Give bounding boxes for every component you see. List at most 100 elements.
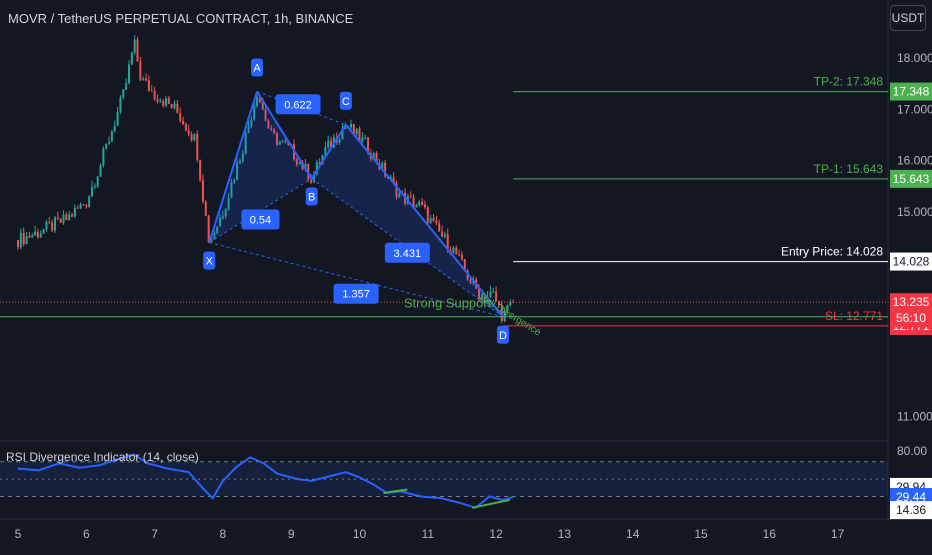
candle-body xyxy=(460,254,463,260)
candle-body xyxy=(227,197,230,210)
candle-body xyxy=(236,162,239,180)
candle-body xyxy=(318,162,321,165)
current-price-badge-bg xyxy=(890,293,932,328)
candle-body xyxy=(213,233,216,240)
x-tick-label-5: 10 xyxy=(353,527,367,541)
candle-body xyxy=(216,226,219,234)
candle-body xyxy=(310,179,313,183)
candle-body xyxy=(48,221,51,223)
candle-body xyxy=(284,140,287,143)
x-tick-label-8: 13 xyxy=(558,527,572,541)
candle-body xyxy=(22,232,25,245)
candle-body xyxy=(500,305,503,322)
candle-body xyxy=(207,215,210,242)
candle-body xyxy=(147,80,150,91)
candle-body xyxy=(344,126,347,130)
x-tick-label-4: 9 xyxy=(288,527,295,541)
candle-body xyxy=(395,182,398,198)
candle-body xyxy=(409,195,412,197)
candle-body xyxy=(127,64,130,84)
x-tick-label-9: 14 xyxy=(626,527,640,541)
rsi-indicator-title[interactable]: RSI Divergence Indicator (14, close) xyxy=(6,450,199,464)
candle-body xyxy=(423,204,426,208)
candle-body xyxy=(116,111,119,126)
candle-body xyxy=(361,137,364,142)
candle-body xyxy=(71,214,74,217)
candle-body xyxy=(503,311,506,322)
candle-body xyxy=(85,205,88,207)
candle-body xyxy=(446,234,449,251)
candle-body xyxy=(88,196,91,207)
pattern-ratio-line-AC xyxy=(256,91,347,126)
candle-body xyxy=(53,217,56,231)
x-tick-label-1: 6 xyxy=(83,527,90,541)
currency-selector-button[interactable]: USDT xyxy=(890,5,926,31)
candle-body xyxy=(156,99,159,102)
entry-badge: 14.028 xyxy=(893,255,930,269)
candle-body xyxy=(267,120,270,129)
candle-body xyxy=(244,132,247,154)
candle-body xyxy=(438,223,441,232)
candle-body xyxy=(455,247,458,255)
candle-body xyxy=(429,217,432,223)
candle-body xyxy=(341,129,344,140)
candle-body xyxy=(364,137,367,139)
candle-body xyxy=(355,128,358,135)
candle-body xyxy=(372,153,375,160)
candle-body xyxy=(506,305,509,312)
candle-body xyxy=(113,125,116,132)
candle-body xyxy=(281,140,284,142)
candle-body xyxy=(270,128,273,130)
y-tick-label-0: 18.000 xyxy=(897,51,932,65)
candle-body xyxy=(162,101,165,106)
candle-body xyxy=(93,186,96,188)
tp1-level-label: TP-1: 15.643 xyxy=(814,162,884,176)
candle-body xyxy=(196,133,199,160)
candle-body xyxy=(421,201,424,205)
candle-body xyxy=(492,291,495,293)
pattern-point-marker-B xyxy=(305,187,318,206)
candle-body xyxy=(230,182,233,198)
candle-body xyxy=(204,201,207,216)
pattern-point-label-X: X xyxy=(206,256,214,268)
candle-body xyxy=(312,173,315,183)
candle-body xyxy=(298,162,301,165)
current-price-badge: 13.235 xyxy=(893,295,930,309)
rsi-divergence-line-0 xyxy=(383,488,408,495)
candle-body xyxy=(509,301,512,306)
rsi-divergence-line-1 xyxy=(471,499,510,509)
candle-body xyxy=(324,147,327,156)
pattern-point-marker-D xyxy=(496,325,509,344)
candle-body xyxy=(201,180,204,202)
candle-body xyxy=(224,209,227,217)
candle-body xyxy=(443,234,446,237)
candle-body xyxy=(17,239,19,248)
candle-body xyxy=(119,97,122,112)
candle-body xyxy=(139,61,142,80)
candle-body xyxy=(415,205,418,208)
candle-body xyxy=(145,78,148,81)
ratio-label-0: 0.622 xyxy=(284,99,312,111)
candle-body xyxy=(478,288,481,300)
candle-body xyxy=(367,137,370,154)
y-tick-label-2: 16.000 xyxy=(897,154,932,168)
candle-body xyxy=(247,126,250,133)
candle-body xyxy=(187,130,190,135)
ratio-badge-bg xyxy=(333,283,379,304)
tp2-badge: 17.348 xyxy=(893,85,930,99)
pattern-point-label-A: A xyxy=(253,62,261,74)
candle-body xyxy=(102,148,105,166)
candle-body xyxy=(261,102,264,110)
countdown-label: 56:10 xyxy=(896,311,926,325)
candle-body xyxy=(483,297,486,303)
x-tick-label-6: 11 xyxy=(422,527,435,541)
candle-body xyxy=(256,97,259,106)
candle-body xyxy=(233,179,236,183)
candle-body xyxy=(179,113,182,122)
rsi-level-badge-lower-bg xyxy=(890,501,932,520)
candle-body xyxy=(19,232,22,248)
x-tick-label-2: 7 xyxy=(151,527,158,541)
pattern-leg-AB xyxy=(256,90,313,180)
